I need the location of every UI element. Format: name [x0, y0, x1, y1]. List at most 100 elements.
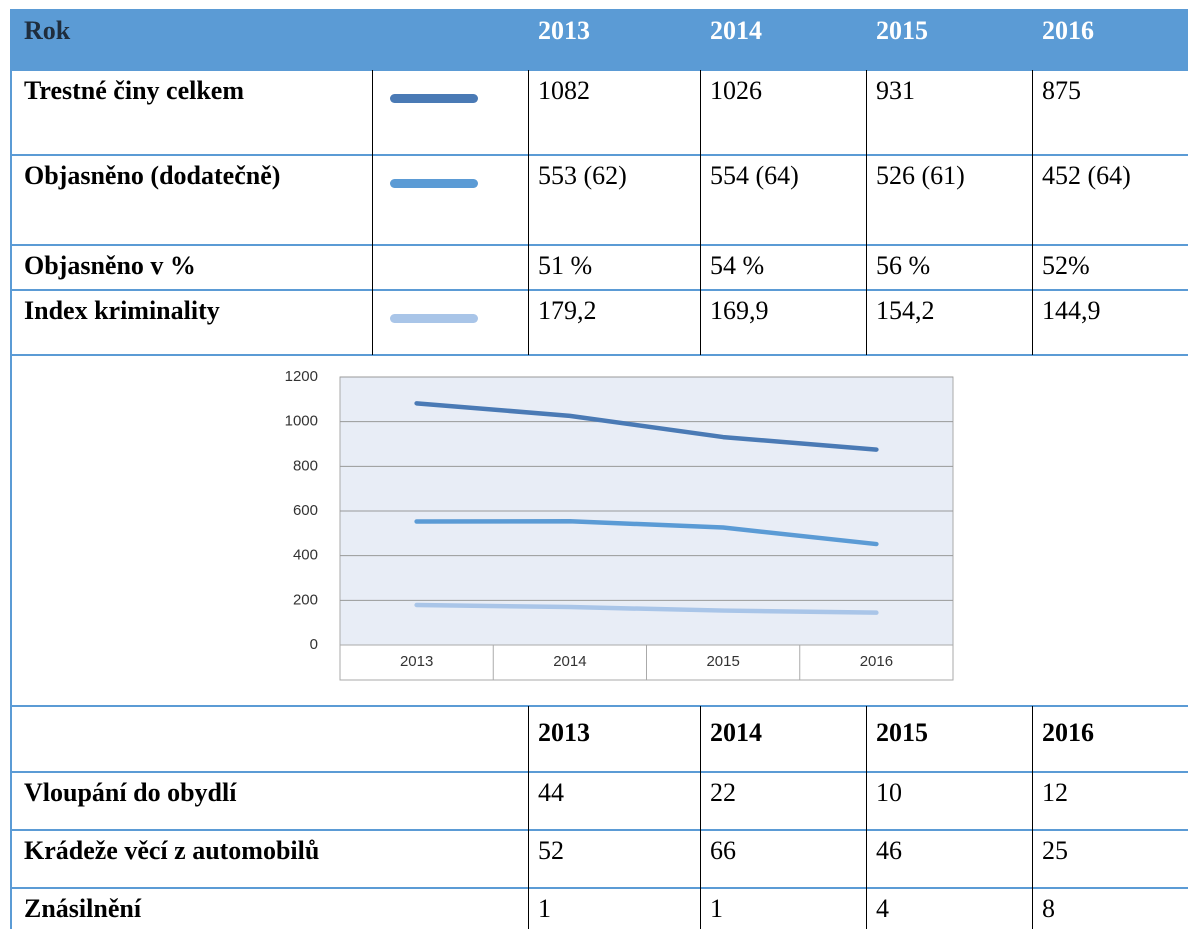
- cell: 1026: [710, 76, 762, 105]
- cell: 526 (61): [876, 161, 965, 190]
- col-border: [866, 706, 867, 772]
- header-year: 2015: [876, 16, 928, 45]
- row-label: Krádeže věcí z automobilů: [24, 836, 320, 865]
- col-border: [700, 245, 701, 290]
- col-border: [1032, 70, 1033, 155]
- left-border: [10, 10, 12, 929]
- header-year: 2015: [876, 718, 928, 747]
- cell: 66: [710, 836, 736, 865]
- legend-swatch: [390, 94, 478, 103]
- cell: 22: [710, 778, 736, 807]
- cell: 44: [538, 778, 564, 807]
- y-tick-label: 400: [293, 547, 318, 564]
- cell: 8: [1042, 894, 1055, 923]
- col-border: [1032, 245, 1033, 290]
- series-line: [414, 401, 879, 452]
- col-border: [700, 706, 701, 772]
- header-year: 2014: [710, 718, 762, 747]
- x-tick-label: 2015: [706, 653, 739, 670]
- col-border: [700, 830, 701, 888]
- cell: 452 (64): [1042, 161, 1131, 190]
- legend-swatch: [390, 314, 478, 323]
- cell: 52: [538, 836, 564, 865]
- col-border: [866, 70, 867, 155]
- row-label: Vloupání do obydlí: [24, 778, 237, 807]
- col-border: [866, 155, 867, 245]
- cell: 169,9: [710, 296, 769, 325]
- row-label: Znásilnění: [24, 894, 142, 923]
- col-border: [1032, 888, 1033, 929]
- col-border: [700, 888, 701, 929]
- cell: 4: [876, 894, 889, 923]
- y-tick-label: 1000: [285, 413, 318, 430]
- row-label: Index kriminality: [24, 296, 220, 325]
- legend-swatch: [390, 179, 478, 188]
- cell: 10: [876, 778, 902, 807]
- col-border: [700, 772, 701, 830]
- col-border: [528, 888, 529, 929]
- col-border: [528, 290, 529, 355]
- col-border: [700, 70, 701, 155]
- cell: 875: [1042, 76, 1081, 105]
- col-border: [528, 245, 529, 290]
- header-label: Rok: [24, 16, 71, 45]
- x-tick-label: 2013: [400, 653, 433, 670]
- col-border: [866, 830, 867, 888]
- y-tick-label: 1200: [285, 368, 318, 385]
- col-border: [1032, 830, 1033, 888]
- col-border: [528, 830, 529, 888]
- row-border: [10, 9, 1188, 11]
- cell: 554 (64): [710, 161, 799, 190]
- col-border: [866, 290, 867, 355]
- cell: 46: [876, 836, 902, 865]
- cell: 931: [876, 76, 915, 105]
- y-tick-label: 0: [310, 636, 318, 653]
- series-line: [414, 519, 879, 547]
- col-border: [1032, 290, 1033, 355]
- header-year: 2013: [538, 16, 590, 45]
- row-border: [10, 154, 1188, 156]
- col-border: [372, 290, 373, 355]
- col-border: [528, 70, 529, 155]
- col-border: [528, 155, 529, 245]
- cell: 54 %: [710, 251, 765, 280]
- header-band: [10, 10, 1188, 70]
- cell: 144,9: [1042, 296, 1101, 325]
- cell: 51 %: [538, 251, 593, 280]
- cell: 25: [1042, 836, 1068, 865]
- header-year: 2016: [1042, 16, 1094, 45]
- cell: 553 (62): [538, 161, 627, 190]
- header-year: 2014: [710, 16, 762, 45]
- row-border: [10, 244, 1188, 246]
- cell: 52%: [1042, 251, 1090, 280]
- col-border: [1032, 155, 1033, 245]
- y-tick-label: 600: [293, 502, 318, 519]
- row-border: [10, 289, 1188, 291]
- col-border: [1032, 772, 1033, 830]
- row-label: Objasněno v %: [24, 251, 196, 280]
- col-border: [700, 155, 701, 245]
- col-border: [866, 888, 867, 929]
- col-border: [372, 70, 373, 155]
- row-border: [10, 705, 1188, 707]
- header-year: 2013: [538, 718, 590, 747]
- cell: 1: [710, 894, 723, 923]
- cell: 12: [1042, 778, 1068, 807]
- row-border: [10, 354, 1188, 356]
- row-border: [10, 69, 1188, 71]
- y-tick-label: 800: [293, 457, 318, 474]
- col-border: [372, 245, 373, 290]
- col-border: [866, 772, 867, 830]
- row-label: Objasněno (dodatečně): [24, 161, 281, 190]
- cell: 179,2: [538, 296, 597, 325]
- x-tick-label: 2014: [553, 653, 586, 670]
- row-border: [10, 771, 1188, 773]
- col-border: [372, 155, 373, 245]
- cell: 154,2: [876, 296, 935, 325]
- cell: 56 %: [876, 251, 931, 280]
- col-border: [700, 290, 701, 355]
- col-border: [1032, 706, 1033, 772]
- row-label: Trestné činy celkem: [24, 76, 244, 105]
